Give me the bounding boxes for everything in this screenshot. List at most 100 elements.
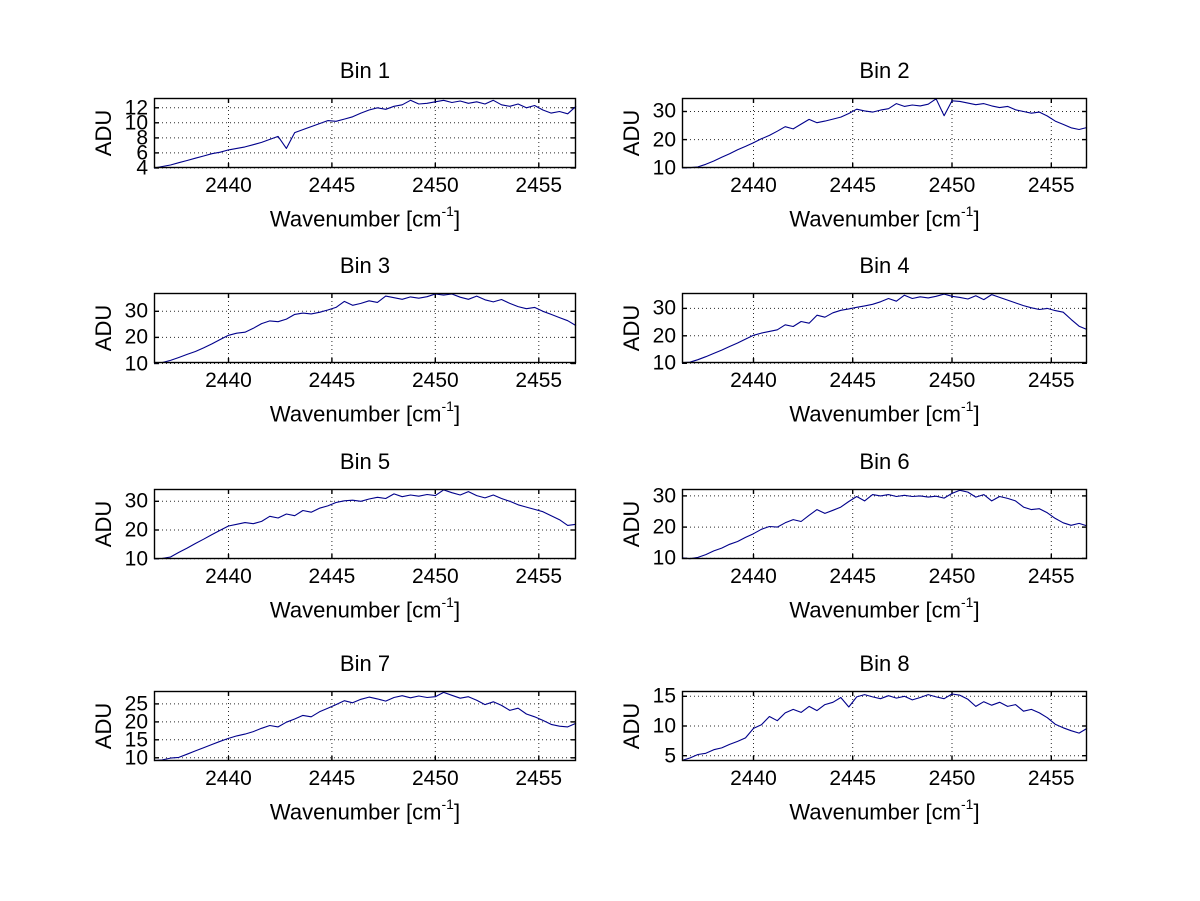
y-tick-labels: 10 20 30	[60, 489, 148, 569]
y-tick-label: 10	[652, 546, 676, 570]
x-axis-label: Wavenumber [cm-1]	[682, 796, 1087, 826]
x-tick-label: 2450	[928, 767, 976, 790]
x-tick-label: 2440	[730, 565, 777, 588]
y-tick-label: 30	[652, 484, 676, 508]
x-tick-labels: 2440 2445 2450 2455	[682, 175, 1087, 201]
x-tick-label: 2445	[308, 767, 356, 790]
x-tick-label: 2455	[1027, 565, 1075, 588]
x-tick-labels: 2440 2445 2450 2455	[154, 370, 576, 396]
y-tick-label: 4	[136, 156, 148, 180]
y-tick-labels: 10 15 20 25	[60, 691, 148, 768]
x-tick-label: 2440	[205, 174, 252, 197]
x-axis-label-bracket: ]	[973, 401, 980, 427]
subplot-bin-4: Bin 4 ADU 10 20 30 2440 2445 2450 2455 Wavenu…	[588, 253, 1097, 438]
x-axis-label: Wavenumber [cm-1]	[154, 594, 576, 624]
spectrum-line	[681, 293, 1088, 364]
x-axis-label-bracket: ]	[453, 799, 461, 825]
y-tick-label: 10	[124, 746, 148, 770]
x-tick-labels: 2440 2445 2450 2455	[154, 175, 576, 201]
x-axis-label: Wavenumber [cm-1]	[154, 398, 576, 428]
y-tick-label: 10	[124, 547, 148, 571]
y-tick-label: 30	[124, 299, 148, 323]
y-tick-labels: 5 10 15	[588, 686, 676, 766]
y-tick-label: 20	[652, 515, 676, 539]
x-tick-label: 2440	[205, 369, 252, 392]
x-tick-label: 2445	[829, 174, 877, 197]
y-tick-label: 10	[652, 714, 676, 738]
x-tick-label: 2455	[515, 767, 563, 790]
x-tick-label: 2455	[515, 174, 563, 197]
y-tick-label: 10	[652, 351, 676, 375]
plot-canvas-bin-5	[153, 488, 577, 560]
x-axis-label: Wavenumber [cm-1]	[682, 594, 1087, 624]
x-tick-label: 2455	[1027, 174, 1075, 197]
x-tick-labels: 2440 2445 2450 2455	[682, 370, 1087, 396]
plot-canvas-bin-7	[153, 690, 577, 762]
x-axis-label-text: Wavenumber [cm	[789, 597, 961, 623]
x-tick-label: 2450	[411, 174, 459, 197]
y-tick-label: 20	[124, 325, 148, 349]
spectrum-line	[681, 489, 1088, 560]
y-tick-label: 20	[652, 128, 676, 152]
x-tick-labels: 2440 2445 2450 2455	[682, 768, 1087, 794]
y-tick-label: 8	[136, 126, 148, 150]
spectrum-line	[681, 693, 1088, 761]
y-tick-labels: 10 20 30	[60, 293, 148, 374]
y-tick-labels: 4 6 8 10 12	[60, 97, 148, 178]
plot-title: Bin 6	[859, 449, 910, 474]
y-tick-label: 15	[124, 728, 148, 752]
subplot-bin-2: Bin 2 ADU 10 20 30 2440 2445 2450 2455 Wavenu…	[588, 58, 1097, 243]
x-tick-labels: 2440 2445 2450 2455	[154, 566, 576, 592]
y-tick-labels: 10 20 30	[588, 485, 676, 569]
subplot-bin-5: Bin 5 ADU 10 20 30 2440 2445 2450 2455 Wavenu…	[60, 449, 586, 634]
x-axis-label-bracket: ]	[453, 597, 461, 623]
spectrum-line	[682, 98, 1088, 169]
x-axis-label: Wavenumber [cm-1]	[154, 796, 576, 826]
plot-title: Bin 4	[859, 253, 910, 278]
y-tick-label: 10	[124, 111, 148, 135]
plot-canvas-bin-8	[681, 690, 1088, 762]
x-axis-label-superscript: -1	[961, 398, 974, 414]
x-axis-label-bracket: ]	[973, 206, 980, 232]
x-axis-label-bracket: ]	[453, 206, 461, 232]
x-axis-label-text: Wavenumber [cm	[269, 799, 442, 825]
plot-canvas-bin-1	[153, 97, 577, 169]
x-axis-label: Wavenumber [cm-1]	[682, 203, 1087, 233]
x-axis-label-superscript: -1	[961, 594, 974, 610]
plot-title: Bin 1	[339, 58, 391, 83]
plot-title: Bin 7	[339, 651, 391, 676]
plot-canvas-bin-2	[681, 97, 1088, 169]
x-tick-label: 2455	[515, 565, 563, 588]
x-tick-label: 2450	[928, 565, 976, 588]
y-tick-label: 10	[652, 156, 676, 180]
x-tick-label: 2445	[308, 565, 356, 588]
x-axis-label-text: Wavenumber [cm	[789, 401, 961, 427]
y-tick-label: 20	[652, 324, 676, 348]
x-axis-label-text: Wavenumber [cm	[269, 597, 442, 623]
x-tick-labels: 2440 2445 2450 2455	[154, 768, 576, 794]
x-tick-label: 2455	[1027, 369, 1075, 392]
subplot-bin-6: Bin 6 ADU 10 20 30 2440 2445 2450 2455 Wavenu…	[588, 449, 1097, 634]
x-tick-label: 2450	[411, 565, 459, 588]
x-tick-label: 2445	[829, 369, 877, 392]
x-axis-label-text: Wavenumber [cm	[269, 401, 442, 427]
y-tick-labels: 10 20 30	[588, 293, 676, 374]
x-tick-label: 2450	[411, 369, 459, 392]
subplot-bin-8: Bin 8 ADU 5 10 15 2440 2445 2450 2455 Wavenum…	[588, 651, 1097, 836]
y-tick-labels: 10 20 30	[588, 98, 676, 178]
spectrum-line	[153, 489, 577, 560]
x-axis-label: Wavenumber [cm-1]	[682, 398, 1087, 428]
plot-title: Bin 8	[859, 651, 910, 676]
x-axis-label-text: Wavenumber [cm	[269, 206, 442, 232]
x-axis-label-superscript: -1	[441, 398, 454, 414]
x-tick-label: 2445	[829, 565, 877, 588]
spectrum-line	[153, 293, 577, 364]
plot-canvas-bin-4	[681, 292, 1088, 365]
x-tick-label: 2455	[1027, 767, 1075, 790]
x-axis-label-bracket: ]	[453, 401, 461, 427]
subplot-bin-1: Bin 1 ADU 4 6 8 10 12 2440 2445 2450 2455 Waven…	[60, 58, 586, 243]
x-tick-label: 2445	[308, 369, 356, 392]
subplot-bin-7: Bin 7 ADU 10 15 20 25 2440 2445 2450 2455 Wave…	[60, 651, 586, 836]
x-tick-label: 2450	[928, 369, 976, 392]
x-tick-label: 2440	[730, 767, 777, 790]
